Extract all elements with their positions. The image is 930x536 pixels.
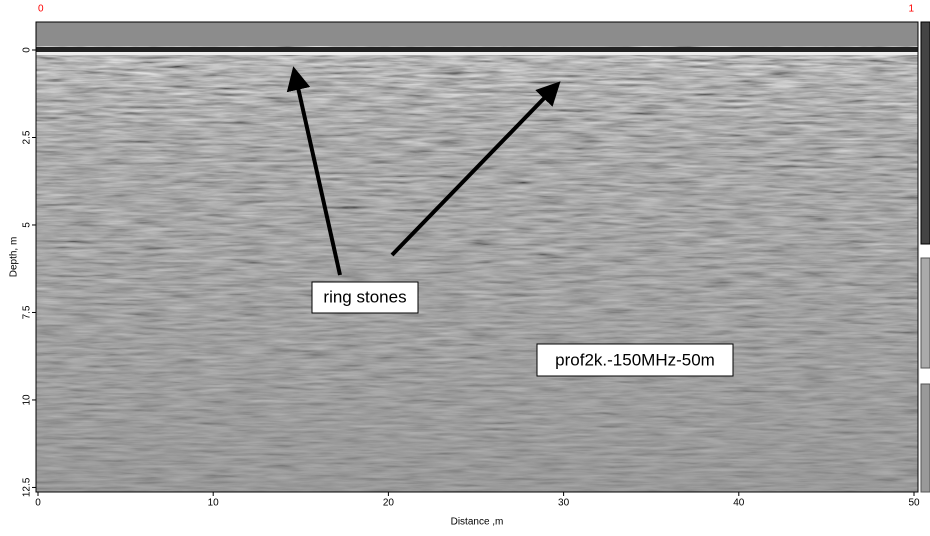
y-tick-label: 7.5 <box>22 305 33 319</box>
annotation-box <box>536 343 734 377</box>
y-tick-label: 12.5 <box>22 477 33 497</box>
top-marker: 0 <box>38 4 44 15</box>
plot-frame <box>35 21 919 493</box>
annotation: prof2k.-150MHz-50m <box>555 350 715 369</box>
y-tick-label: 5 <box>22 222 33 228</box>
annotation-box <box>311 281 419 314</box>
x-tick-label: 30 <box>558 498 570 509</box>
y-tick-label: 0 <box>22 47 33 53</box>
x-tick-label: 0 <box>35 498 41 509</box>
x-tick-label: 20 <box>383 498 395 509</box>
y-axis-label: Depth, m <box>9 237 20 278</box>
y-tick-label: 10 <box>22 394 33 406</box>
arrow <box>286 66 342 276</box>
top-marker: 1 <box>908 4 914 15</box>
annotation: ring stones <box>323 287 406 306</box>
x-tick-label: 10 <box>208 498 220 509</box>
arrow <box>390 81 561 257</box>
x-tick-label: 40 <box>733 498 745 509</box>
radargram-image <box>36 22 918 492</box>
y-tick-label: 2.5 <box>22 130 33 144</box>
colorbar <box>920 21 930 493</box>
x-tick-label: 50 <box>908 498 920 509</box>
x-axis-label: Distance ,m <box>451 517 504 528</box>
